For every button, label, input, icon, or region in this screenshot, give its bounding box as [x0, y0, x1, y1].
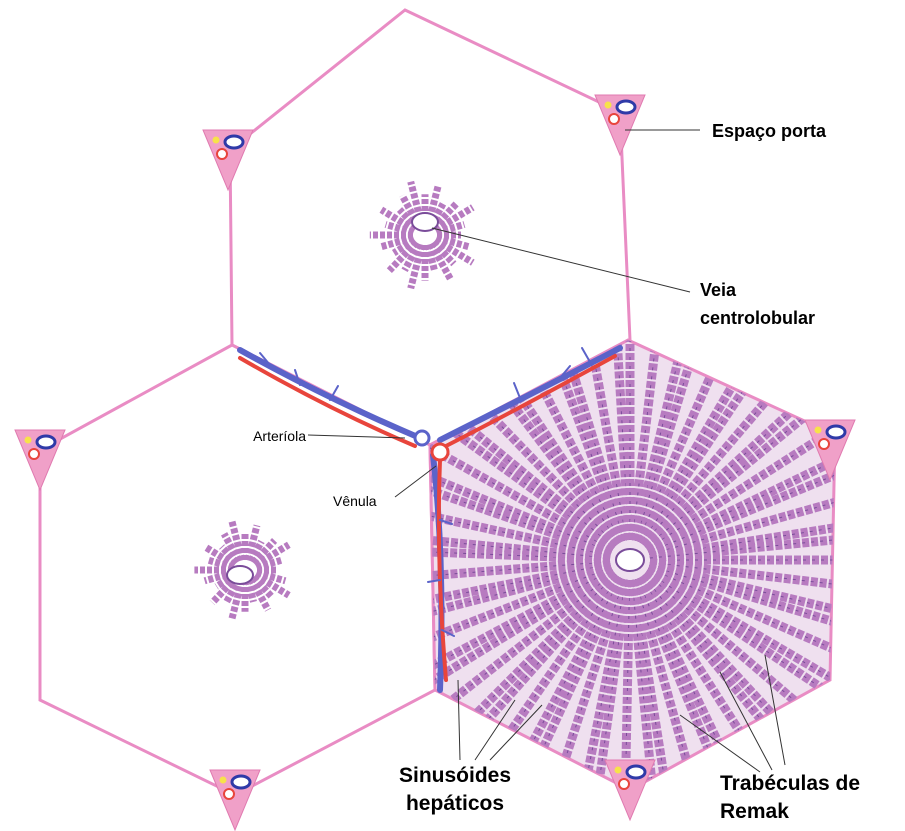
label: Arteríola [253, 428, 306, 444]
portal-vein [225, 136, 243, 148]
liver-lobule-diagram: Espaço porta Veia centrolobular Arteríol… [0, 0, 905, 831]
bile-duct [605, 102, 612, 109]
label: Veia [700, 280, 737, 300]
hepatic-artery [819, 439, 829, 449]
bile-duct [25, 437, 32, 444]
bile-duct [815, 427, 822, 434]
label: centrolobular [700, 308, 815, 328]
portal-vein [627, 766, 645, 778]
bile-duct [213, 137, 220, 144]
bile-duct [615, 767, 622, 774]
hepatic-artery [619, 779, 629, 789]
label: Trabéculas de [720, 772, 860, 795]
portal-vein [617, 101, 635, 113]
label: Espaço porta [712, 121, 827, 141]
portal-vein [827, 426, 845, 438]
portal-vein [232, 776, 250, 788]
central-vein [227, 566, 253, 584]
label: Vênula [333, 493, 377, 509]
hepatic-artery [609, 114, 619, 124]
hepatic-artery [217, 149, 227, 159]
hepatic-artery [224, 789, 234, 799]
hepatic-artery [29, 449, 39, 459]
label: hepáticos [406, 792, 504, 815]
central-vein [616, 549, 644, 571]
portal-vein [37, 436, 55, 448]
label: Sinusóides [399, 764, 511, 787]
bile-duct [220, 777, 227, 784]
label: Remak [720, 800, 789, 823]
